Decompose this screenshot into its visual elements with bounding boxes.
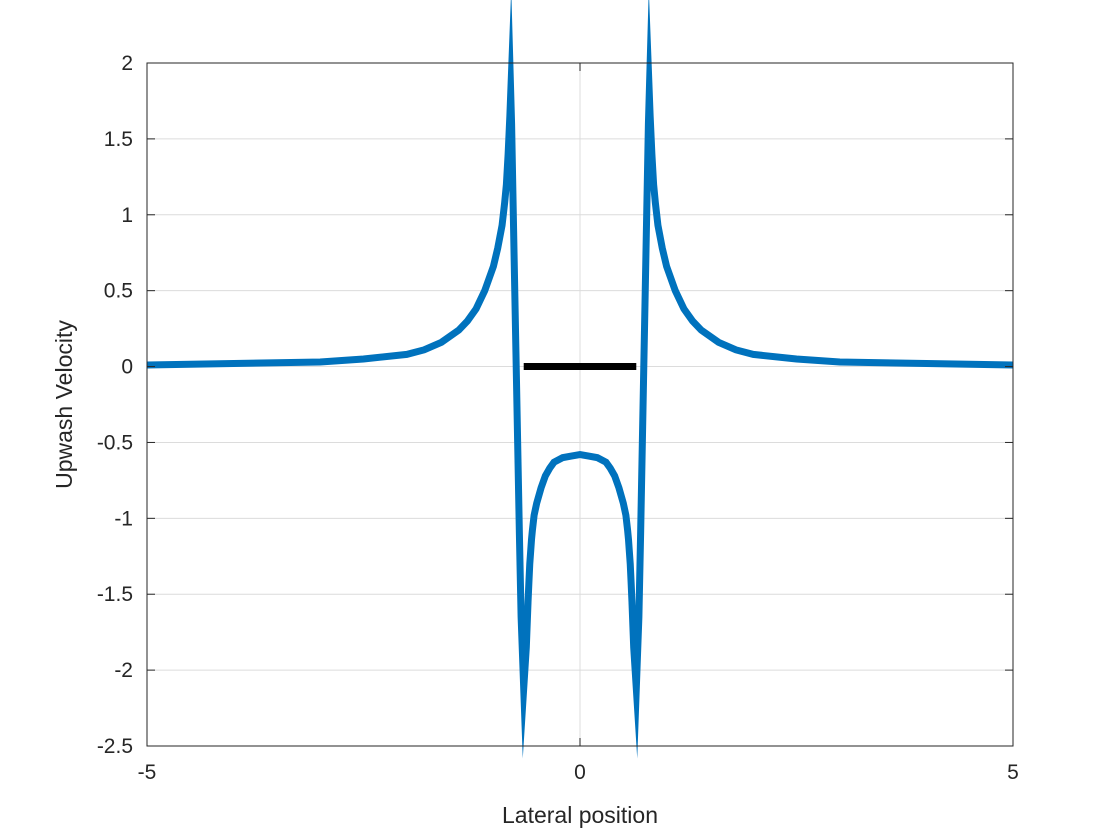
y-tick-label: -0.5 bbox=[97, 431, 133, 454]
x-tick-label: -5 bbox=[138, 761, 157, 784]
y-tick-label: 0 bbox=[121, 356, 133, 379]
series-0 bbox=[146, 0, 1014, 759]
y-tick-label: -2.5 bbox=[97, 735, 133, 758]
y-tick-label: 1 bbox=[121, 204, 133, 227]
data-series bbox=[146, 0, 1014, 759]
y-axis-title: Upwash Velocity bbox=[51, 320, 77, 489]
y-tick-label: 1.5 bbox=[104, 128, 133, 151]
tick-marks-and-labels: -2.5 -2 -1.5 -1 -0.5 0 0.5 1 1.5 2 -5 0 5 bbox=[97, 52, 1019, 784]
y-tick-label: 0.5 bbox=[104, 280, 133, 303]
y-tick-label: -1 bbox=[114, 507, 133, 530]
x-tick-label: 5 bbox=[1007, 761, 1019, 784]
y-tick-label: -1.5 bbox=[97, 583, 133, 606]
y-tick-label: -2 bbox=[114, 659, 133, 682]
x-tick-label: 0 bbox=[574, 761, 586, 784]
y-tick-label: 2 bbox=[121, 52, 133, 75]
x-axis-title: Lateral position bbox=[502, 802, 658, 828]
series-line bbox=[146, 0, 1014, 759]
